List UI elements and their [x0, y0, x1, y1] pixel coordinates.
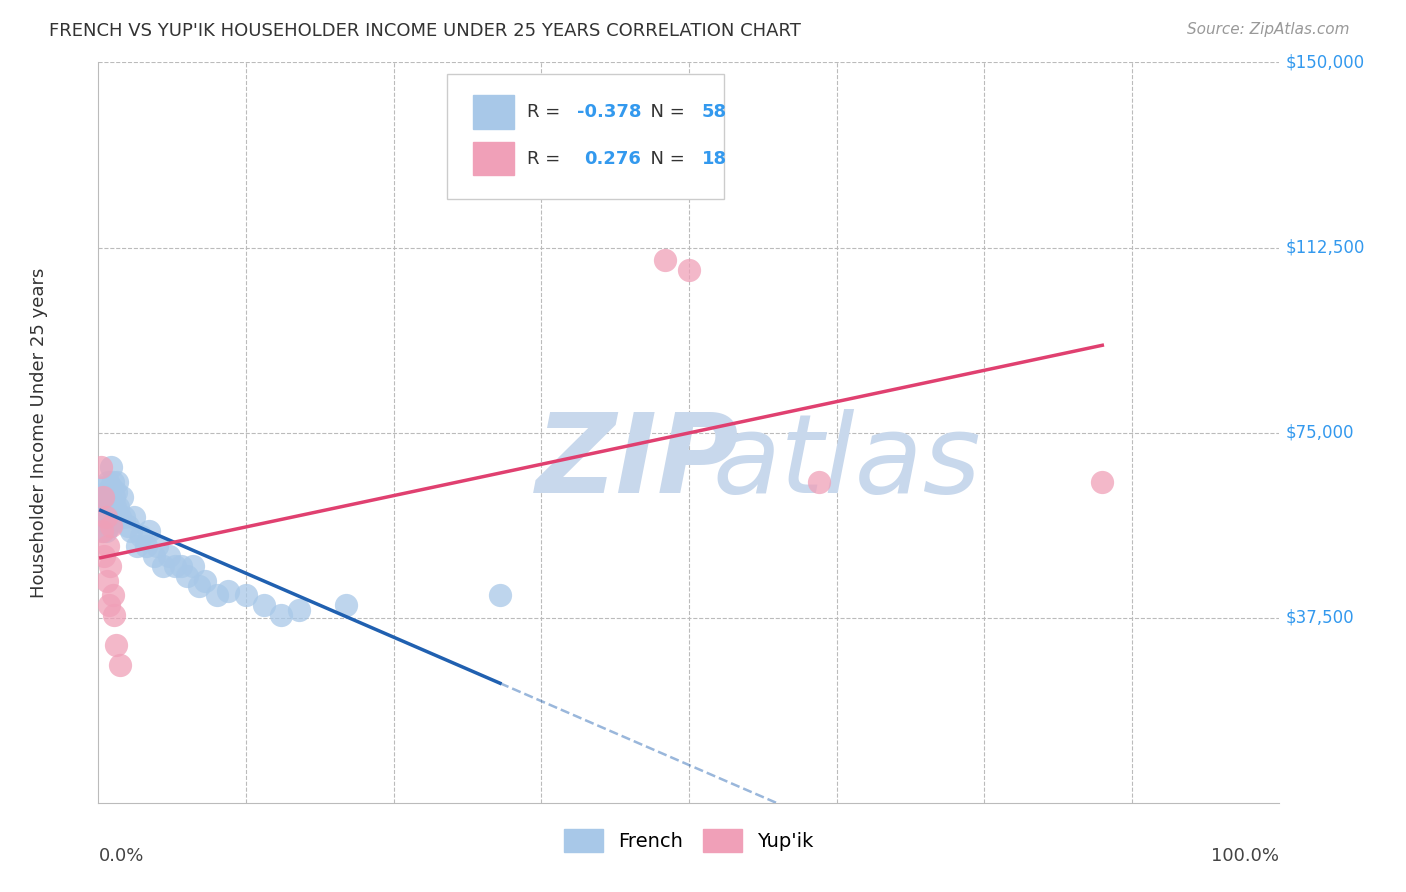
Point [146, 539, 169, 553]
Point [181, 558, 204, 573]
Text: Source: ZipAtlas.com: Source: ZipAtlas.com [1187, 22, 1350, 37]
Point [93, 480, 115, 494]
Point [194, 574, 217, 588]
Text: FRENCH VS YUP'IK HOUSEHOLDER INCOME UNDER 25 YEARS CORRELATION CHART: FRENCH VS YUP'IK HOUSEHOLDER INCOME UNDE… [49, 22, 801, 40]
Point [112, 509, 135, 524]
Text: atlas: atlas [713, 409, 981, 516]
Bar [472, 142, 515, 176]
Point [165, 558, 187, 573]
Point [100, 460, 122, 475]
Point [217, 583, 239, 598]
Text: $150,000: $150,000 [1285, 54, 1364, 71]
Point [94, 505, 117, 519]
Point [97, 475, 120, 489]
Point [103, 490, 125, 504]
Point [101, 475, 124, 489]
Point [122, 509, 145, 524]
Point [101, 509, 124, 524]
Text: R =: R = [527, 103, 567, 121]
Point [138, 524, 160, 539]
Point [170, 558, 193, 573]
Point [121, 524, 143, 539]
Point [105, 484, 128, 499]
Point [93, 500, 115, 514]
Point [157, 549, 180, 563]
Point [253, 599, 276, 613]
Point [807, 475, 830, 489]
Point [91, 500, 114, 514]
Point [94, 509, 117, 524]
Point [127, 539, 149, 553]
Text: N =: N = [640, 150, 690, 168]
Point [105, 638, 128, 652]
Text: R =: R = [527, 150, 572, 168]
Point [96, 515, 118, 529]
Point [270, 608, 292, 623]
Point [94, 490, 117, 504]
Point [678, 262, 700, 277]
Point [129, 529, 152, 543]
Point [288, 603, 311, 617]
Point [235, 589, 257, 603]
Bar [472, 95, 515, 128]
Point [98, 599, 121, 613]
Point [152, 558, 174, 573]
Point [96, 484, 118, 499]
Point [107, 500, 129, 514]
Point [103, 608, 125, 623]
Point [142, 549, 165, 563]
Point [98, 494, 121, 508]
Text: -0.378: -0.378 [576, 103, 641, 121]
Point [97, 509, 120, 524]
Point [90, 490, 112, 504]
Point [91, 490, 114, 504]
Text: N =: N = [640, 103, 690, 121]
Point [94, 524, 117, 539]
Point [108, 657, 131, 672]
Point [90, 460, 112, 475]
Point [135, 539, 157, 553]
Text: ZIP: ZIP [536, 409, 740, 516]
Text: 100.0%: 100.0% [1212, 847, 1279, 865]
Text: 0.0%: 0.0% [98, 847, 143, 865]
Point [97, 539, 120, 553]
Point [104, 500, 127, 514]
Point [108, 509, 131, 524]
Point [205, 589, 228, 603]
Point [93, 515, 115, 529]
Point [91, 524, 114, 539]
Point [98, 490, 121, 504]
Legend: French, Yup'ik: French, Yup'ik [557, 822, 821, 860]
Point [98, 519, 121, 533]
Point [1091, 475, 1114, 489]
Point [335, 599, 357, 613]
Point [96, 574, 118, 588]
Point [101, 589, 124, 603]
Point [111, 490, 134, 504]
Text: $75,000: $75,000 [1285, 424, 1354, 442]
Point [105, 475, 128, 489]
Text: Householder Income Under 25 years: Householder Income Under 25 years [31, 268, 48, 598]
Point [100, 480, 122, 494]
Text: $112,500: $112,500 [1285, 238, 1365, 257]
FancyBboxPatch shape [447, 73, 724, 200]
Point [98, 558, 121, 573]
Point [654, 252, 676, 267]
Point [100, 519, 122, 533]
Point [91, 524, 114, 539]
Point [97, 490, 120, 504]
Point [103, 515, 125, 529]
Point [187, 579, 209, 593]
Point [91, 509, 114, 524]
Text: 18: 18 [702, 150, 727, 168]
Point [98, 515, 121, 529]
Text: 58: 58 [702, 103, 727, 121]
Point [117, 519, 139, 533]
Point [96, 500, 118, 514]
Point [176, 568, 198, 582]
Text: 0.276: 0.276 [583, 150, 641, 168]
Point [489, 589, 512, 603]
Point [93, 549, 115, 563]
Text: $37,500: $37,500 [1285, 608, 1354, 627]
